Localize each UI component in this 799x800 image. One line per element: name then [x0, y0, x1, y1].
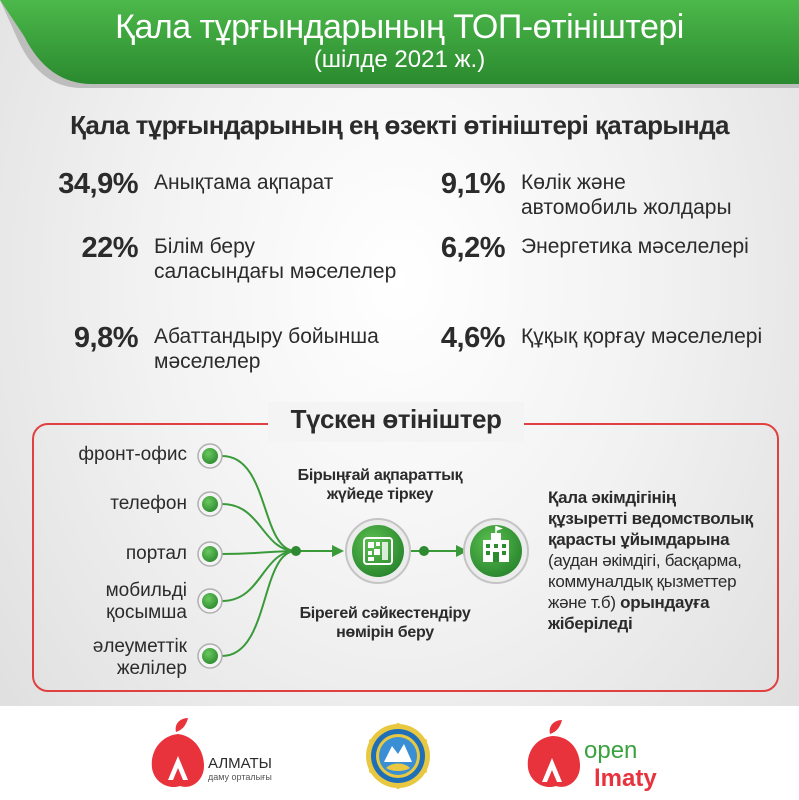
channel-label-social: әлеуметтік желілер [93, 636, 187, 680]
channel-nodes [197, 443, 223, 669]
channel-node [202, 496, 218, 512]
connector-line [221, 550, 297, 602]
channel-node [202, 593, 218, 609]
stat-percent: 6,2% [440, 232, 506, 264]
arrow-head-icon [456, 545, 468, 557]
stat-label-line: Көлік және [521, 171, 626, 194]
stat-percent: 22% [81, 232, 138, 264]
channel-label-line: желілер [116, 658, 187, 679]
flow-title-background [268, 402, 524, 442]
result-line: Қала әкімдігінің [548, 488, 676, 507]
government-building-icon [463, 518, 529, 584]
result-line: және т.б) [548, 593, 616, 612]
stat-percent: 34,9% [58, 168, 138, 200]
channel-label-portal: портал [126, 543, 187, 565]
step-registration-label: Бірыңғай ақпараттық жүйеде тіркеу [290, 466, 470, 504]
stat-item: 9,1% Көлік және автомобиль жолдары [425, 168, 732, 220]
section-heading: Қала тұрғындарының ең өзекті өтініштері … [70, 110, 729, 140]
open-almaty-logo: open lmaty [527, 720, 657, 792]
footer-logos: АЛМАТЫ даму орталығы open lmaty [151, 718, 657, 792]
channel-label-line: фронт-офис [78, 444, 187, 465]
stat-label-line: Білім беру [154, 235, 256, 258]
stat-label: Энергетика мәселелері [521, 232, 749, 259]
connector-line [221, 455, 297, 552]
stat-label: Абаттандыру бойынша мәселелер [154, 322, 379, 374]
step-label-line: Бірыңғай ақпараттық [297, 467, 463, 484]
page-title: Қала тұрғындарының ТОП-өтініштері [115, 8, 684, 46]
connector-line [221, 550, 297, 657]
channel-node [202, 546, 218, 562]
flow-title: Түскен өтініштер [290, 404, 502, 434]
step-label-line: нөмірін беру [336, 624, 434, 641]
result-line: жіберіледі [548, 614, 633, 633]
channel-label-phone: телефон [110, 493, 187, 515]
arrow-head-icon [332, 545, 344, 557]
stat-label-line: мәселелер [154, 350, 261, 373]
footer: АЛМАТЫ даму орталығы open lmaty [0, 706, 799, 800]
connector-line [221, 503, 297, 552]
stat-label-line: Анықтама ақпарат [154, 171, 334, 194]
page-subtitle: (шілде 2021 ж.) [313, 46, 486, 73]
stat-percent: 4,6% [440, 322, 506, 354]
result-line: (аудан әкімдігі, басқарма, [548, 551, 742, 570]
channel-label-line: мобильді [105, 580, 187, 601]
stat-item: 22% Білім беру саласындағы мәселелер [58, 232, 396, 284]
channel-label-front-office: фронт-офис [78, 444, 187, 466]
stat-label: Көлік және автомобиль жолдары [521, 168, 732, 220]
step-id-number-label: Бірегей сәйкестендіру нөмірін беру [290, 604, 480, 642]
stat-label: Білім беру саласындағы мәселелер [154, 232, 396, 284]
result-line: қарасты ұйымдарына [548, 530, 730, 549]
stat-label-line: Абаттандыру бойынша [154, 325, 379, 348]
channel-label-line: портал [125, 543, 187, 564]
stat-label: Анықтама ақпарат [154, 168, 333, 195]
stat-label: Құқық қорғау мәселелері [521, 322, 762, 349]
stat-percent: 9,8% [73, 322, 139, 354]
almaty-logo-text: АЛМАТЫ [208, 755, 272, 772]
result-line: коммуналдық қызметтер [548, 572, 737, 591]
result-line: құзыретті ведомстволық [548, 509, 753, 528]
step-label-line: Бірегей сәйкестендіру [299, 605, 471, 622]
open-logo-text: open [584, 737, 637, 764]
stat-label-line: Құқық қорғау мәселелері [521, 325, 763, 348]
step-label-line: жүйеде тіркеу [326, 486, 434, 503]
stat-item: 4,6% Құқық қорғау мәселелері [425, 322, 762, 354]
result-description: Қала әкімдігінің құзыретті ведомстволық … [548, 487, 780, 634]
channel-label-mobile-app: мобильді қосымша [106, 580, 187, 624]
stat-item: 34,9% Анықтама ақпарат [58, 168, 333, 200]
banner-shape [0, 0, 799, 88]
stat-label-line: Энергетика мәселелері [521, 235, 749, 258]
channel-label-line: қосымша [106, 602, 187, 623]
stat-label-line: автомобиль жолдары [521, 196, 732, 219]
almaty-emblem-icon [366, 723, 430, 789]
stat-item: 6,2% Энергетика мәселелері [425, 232, 749, 264]
stat-label-line: саласындағы мәселелер [154, 260, 397, 283]
channel-node [202, 448, 218, 464]
channel-label-line: әлеуметтік [92, 636, 187, 657]
registration-system-icon [345, 518, 411, 584]
header-banner: Қала тұрғындарының ТОП-өтініштері (шілде… [0, 0, 799, 88]
almaty-logo-subtext: даму орталығы [208, 772, 272, 782]
result-line: орындауға [620, 593, 710, 612]
junction-dot [291, 546, 301, 556]
open-logo-text-almaty: lmaty [594, 765, 657, 792]
channel-node [202, 648, 218, 664]
stat-item: 9,8% Абаттандыру бойынша мәселелер [58, 322, 379, 374]
channel-label-line: телефон [110, 493, 187, 514]
junction-dot [419, 546, 429, 556]
stat-percent: 9,1% [440, 168, 506, 200]
almaty-center-logo: АЛМАТЫ даму орталығы [151, 718, 272, 788]
